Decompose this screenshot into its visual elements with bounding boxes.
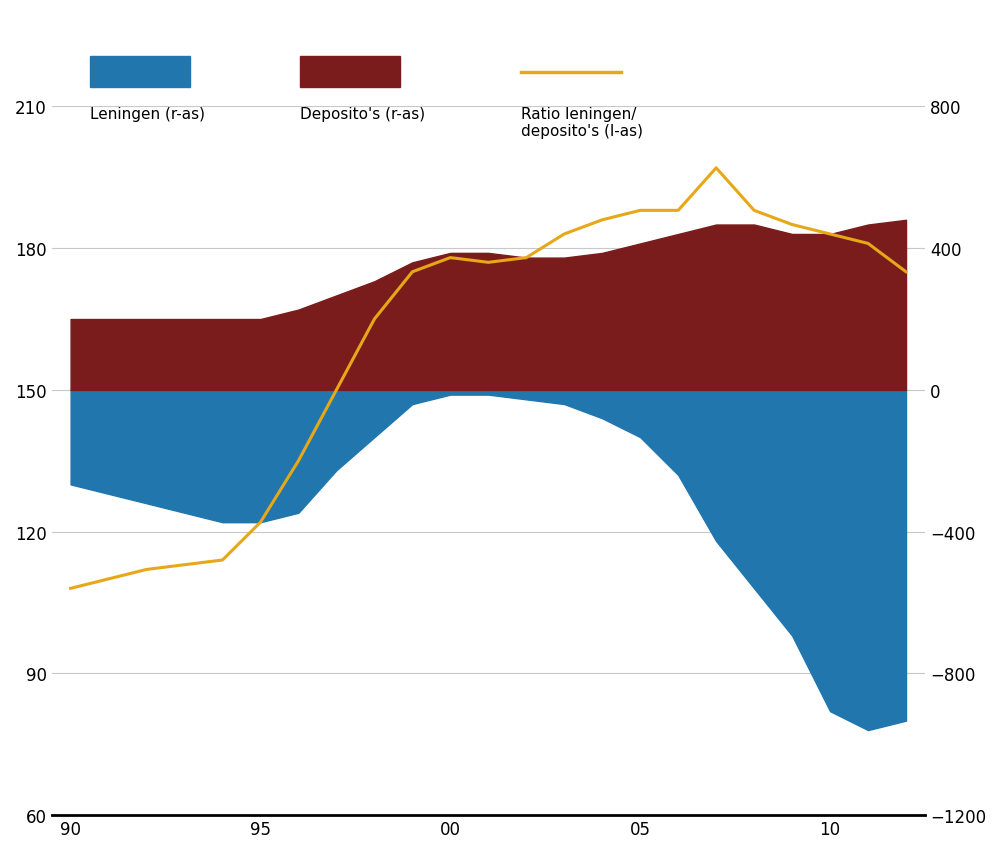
Text: Leningen (r-as): Leningen (r-as)	[90, 107, 205, 122]
Text: Deposito's (r-as): Deposito's (r-as)	[300, 107, 425, 122]
Text: Ratio leningen/
deposito's (l-as): Ratio leningen/ deposito's (l-as)	[521, 107, 643, 139]
